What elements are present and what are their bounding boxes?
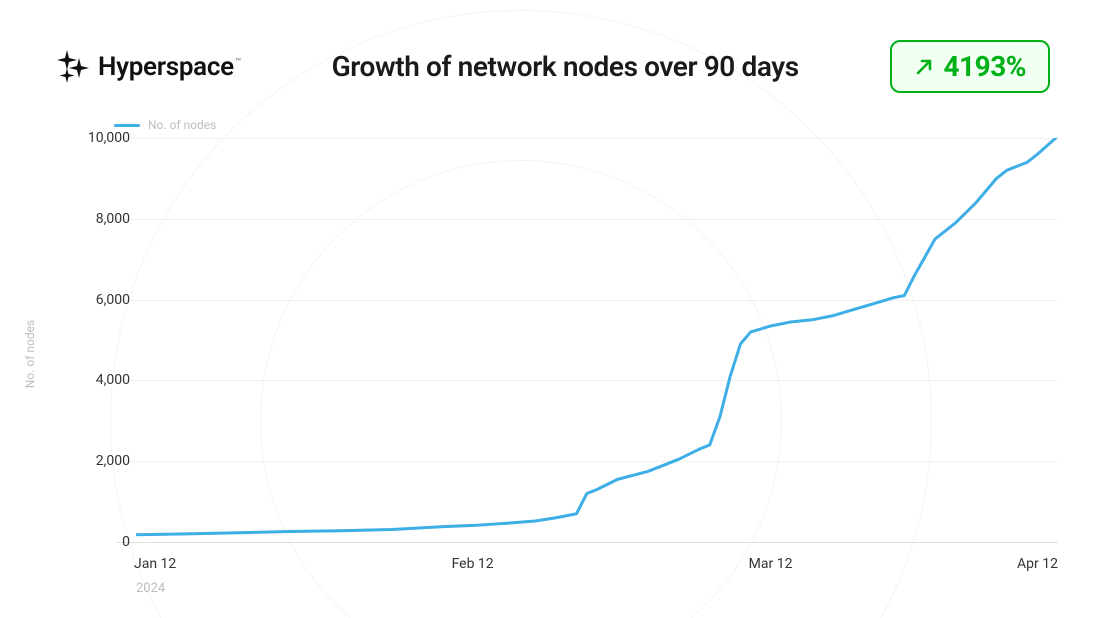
y-tick-label: 2,000 <box>76 453 130 469</box>
legend-label: No. of nodes <box>148 118 216 132</box>
y-tick-label: 0 <box>76 534 130 550</box>
brand-name: Hyperspace™ <box>98 52 241 82</box>
growth-badge: 4193% <box>890 40 1050 93</box>
brand: Hyperspace™ <box>56 50 241 84</box>
legend-swatch <box>114 124 140 127</box>
chart-title: Growth of network nodes over 90 days <box>332 50 799 83</box>
chart: No. of nodes No. of nodes 02,0004,0006,0… <box>30 118 1058 590</box>
growth-value: 4193% <box>944 50 1026 83</box>
line-series <box>136 138 1058 542</box>
x-year-label: 2024 <box>136 581 165 596</box>
x-tick-label: Apr 12 <box>1017 556 1058 572</box>
y-tick-label: 4,000 <box>76 372 130 388</box>
brand-logo-icon <box>56 50 90 84</box>
x-tick-label: Mar 12 <box>749 556 793 572</box>
x-tick-label: Jan 12 <box>134 556 176 572</box>
brand-tm: ™ <box>235 57 241 68</box>
y-tick-label: 10,000 <box>76 130 130 146</box>
x-tick-label: Feb 12 <box>452 556 494 572</box>
y-tick-label: 8,000 <box>76 211 130 227</box>
y-axis-title: No. of nodes <box>23 320 37 388</box>
arrow-up-right-icon <box>914 57 934 77</box>
plot-area: 02,0004,0006,0008,00010,000Jan 12Feb 12M… <box>80 138 1058 542</box>
y-tick-label: 6,000 <box>76 292 130 308</box>
gridline <box>116 542 1058 543</box>
